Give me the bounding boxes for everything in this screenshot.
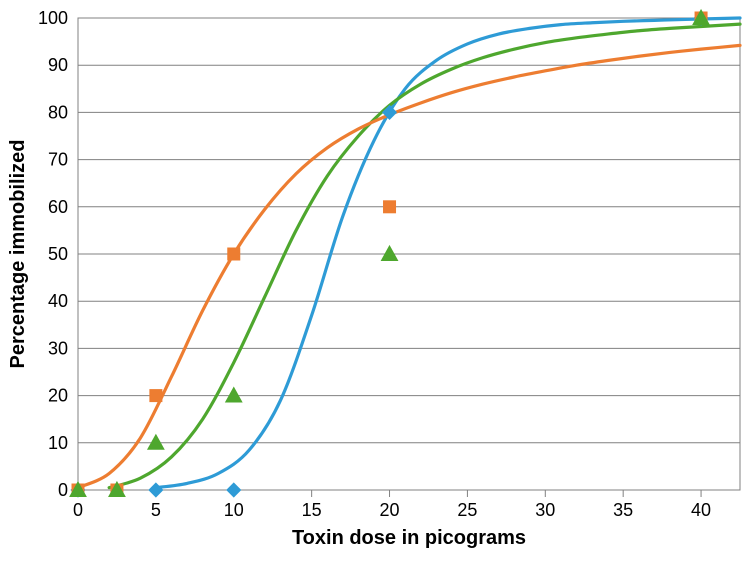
dose-response-chart: 0 10 20 30 40 50 60 70 80 90 100 0 5 10 15 20 25 30 35 40 Pe… (0, 0, 754, 561)
svg-text:15: 15 (302, 500, 322, 520)
svg-text:25: 25 (457, 500, 477, 520)
svg-text:Toxin dose in picograms: Toxin dose in picograms (292, 527, 526, 549)
chart-svg: 0 10 20 30 40 50 60 70 80 90 100 0 5 10 15 20 25 30 35 40 Pe… (0, 0, 754, 561)
svg-text:40: 40 (691, 500, 711, 520)
svg-text:20: 20 (48, 386, 68, 406)
svg-text:70: 70 (48, 150, 68, 170)
svg-text:50: 50 (48, 244, 68, 264)
svg-text:90: 90 (48, 55, 68, 75)
svg-text:5: 5 (151, 500, 161, 520)
svg-text:40: 40 (48, 291, 68, 311)
svg-text:100: 100 (38, 8, 68, 28)
svg-text:20: 20 (380, 500, 400, 520)
svg-text:0: 0 (73, 500, 83, 520)
svg-text:80: 80 (48, 102, 68, 122)
svg-text:10: 10 (48, 433, 68, 453)
svg-text:30: 30 (48, 338, 68, 358)
svg-text:Percentage immobilized: Percentage immobilized (7, 140, 29, 369)
svg-text:10: 10 (224, 500, 244, 520)
svg-text:35: 35 (613, 500, 633, 520)
svg-text:30: 30 (535, 500, 555, 520)
svg-text:60: 60 (48, 197, 68, 217)
svg-text:0: 0 (58, 480, 68, 500)
